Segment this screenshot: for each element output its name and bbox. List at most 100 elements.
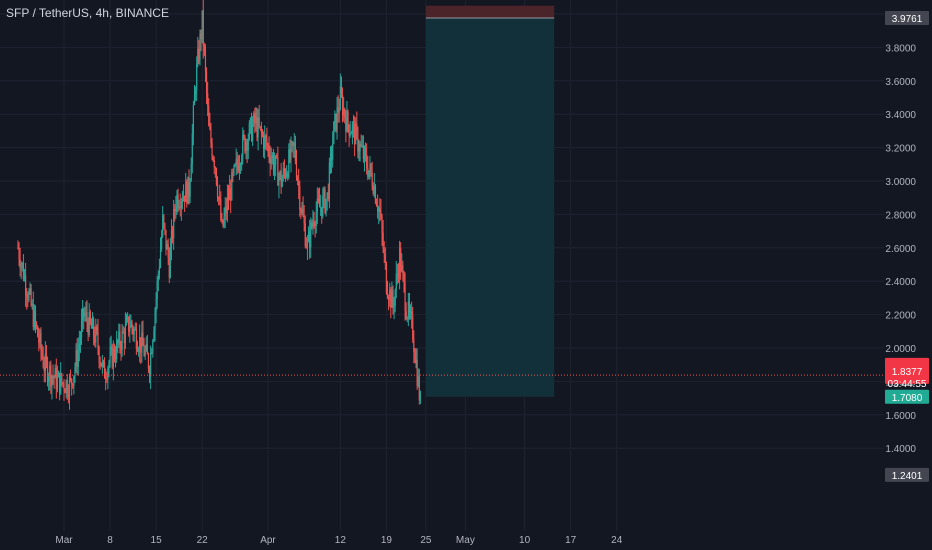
candle-down (299, 186, 301, 210)
candle-down (303, 216, 305, 224)
candle-up (195, 90, 197, 95)
position-tool[interactable] (425, 5, 555, 397)
candle-up (415, 359, 417, 363)
candle-down (87, 322, 89, 335)
candle-up (201, 10, 203, 39)
candle-down (219, 197, 221, 200)
candle-up (191, 133, 193, 165)
candle-down (167, 244, 169, 258)
candle-up (373, 185, 375, 194)
candle-down (164, 223, 166, 230)
candle-down (117, 340, 119, 344)
candle-up (326, 192, 328, 199)
candle-up (241, 157, 243, 166)
candle-up (306, 241, 309, 248)
candle-up (264, 135, 266, 149)
candle-up (401, 265, 403, 272)
candle-up (247, 138, 249, 151)
candle-down (362, 145, 364, 160)
time-axis[interactable]: Mar 8 15 22 Apr 12 19 25 May 10 17 24 (0, 531, 932, 550)
candle-up (173, 209, 175, 239)
candle-up (288, 149, 290, 177)
candle-down (259, 126, 261, 128)
candle-up (349, 133, 351, 136)
candle-up (406, 317, 408, 319)
price-tick-label: 1.6000 (885, 411, 916, 422)
price-tick-label: 2.0000 (885, 344, 916, 355)
candle-up (233, 165, 235, 174)
candle-down (384, 253, 386, 263)
candle-down (366, 154, 368, 168)
candle-down (168, 257, 170, 278)
candle-up (57, 372, 60, 378)
stop-loss-zone[interactable] (425, 5, 555, 18)
candle-up (112, 348, 114, 368)
candle-up (409, 311, 412, 313)
candle-up (189, 181, 191, 197)
candle-down (25, 275, 27, 294)
candle-up (56, 377, 59, 390)
entry-price-badge[interactable]: 3.9761 (885, 10, 929, 25)
candle-up (363, 147, 366, 160)
candle-down (63, 383, 65, 391)
candle-down (230, 188, 232, 201)
level-price-badge[interactable]: 1.2401 (885, 467, 929, 482)
candle-down (50, 365, 52, 387)
price-tick-label: 2.2000 (885, 311, 916, 322)
candle-down (295, 161, 298, 178)
candle-down (214, 167, 216, 169)
candle-down (276, 155, 278, 158)
candle-down (103, 362, 106, 379)
candle-up (152, 340, 154, 354)
candle-down (412, 315, 414, 340)
candle-down (62, 382, 64, 384)
candle-up (192, 104, 195, 134)
candle-up (88, 311, 90, 335)
candle-down (317, 198, 320, 201)
candle-down (244, 136, 246, 152)
candle-down (294, 142, 296, 162)
candle-down (318, 200, 321, 208)
candle-up (315, 212, 317, 226)
price-tick-label: 2.6000 (885, 244, 916, 255)
candle-down (37, 326, 39, 337)
time-tick-label: 10 (519, 535, 531, 546)
candle-up (336, 106, 338, 131)
candle-up (279, 171, 281, 177)
candle-down (269, 155, 271, 164)
candle-down (46, 360, 49, 382)
candle-up (301, 208, 303, 213)
candle-down (221, 219, 223, 221)
price-axis[interactable]: 43.80003.60003.40003.20003.00002.80002.6… (884, 0, 932, 550)
candle-up (139, 337, 141, 351)
candle-down (72, 383, 74, 387)
candle-down (313, 221, 315, 225)
candle-up (355, 123, 357, 145)
candle-up (21, 263, 23, 265)
candle-up (339, 86, 341, 110)
time-tick-label: May (456, 535, 475, 546)
target-price-badge[interactable]: 1.7080 (885, 389, 929, 404)
candle-up (116, 340, 118, 360)
candle-up (153, 330, 155, 341)
candle-down (321, 207, 323, 217)
candle-down (102, 361, 105, 363)
candle-down (305, 246, 307, 248)
candle-down (385, 262, 388, 293)
candle-up (391, 290, 393, 308)
candle-down (132, 328, 134, 335)
candle-down (250, 118, 253, 141)
candle-down (148, 368, 151, 377)
candle-up (333, 121, 335, 144)
candle-down (268, 145, 270, 156)
candle-up (275, 155, 277, 166)
candle-up (159, 248, 162, 267)
take-profit-zone[interactable] (425, 17, 555, 397)
candle-down (179, 206, 181, 209)
candle-up (368, 170, 370, 177)
candle-down (100, 363, 102, 367)
candle-up (82, 308, 84, 321)
candle-down (304, 223, 306, 247)
